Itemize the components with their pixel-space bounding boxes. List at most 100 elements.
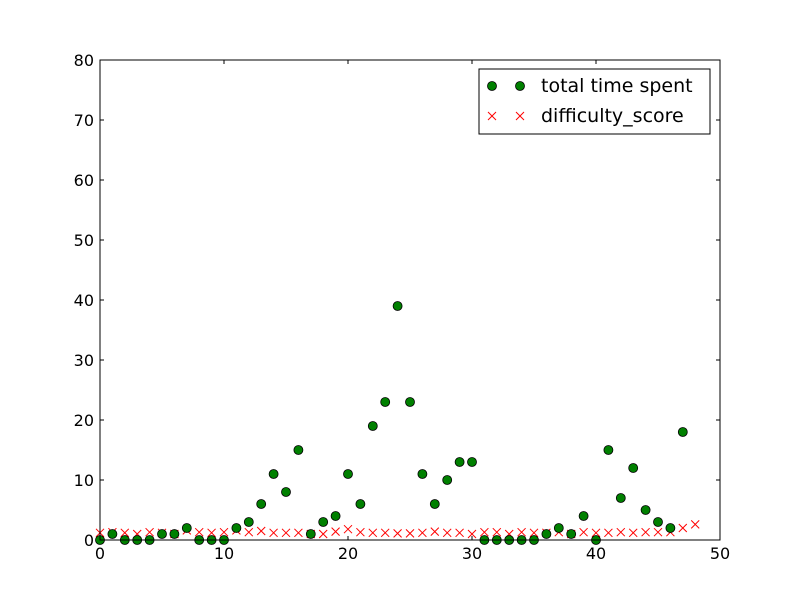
data-point (145, 527, 154, 537)
data-point (454, 457, 465, 467)
series-total-time-spent (95, 301, 688, 545)
legend: total time spent difficulty_score (478, 68, 711, 135)
x-tick-label: 50 (710, 544, 730, 563)
data-point (430, 527, 440, 536)
y-tick-label: 30 (74, 351, 94, 370)
data-point (628, 528, 638, 538)
data-point (343, 524, 353, 534)
data-point (318, 517, 329, 527)
data-point (207, 528, 216, 538)
data-point (330, 511, 341, 521)
data-point (244, 527, 254, 537)
data-point (269, 528, 278, 538)
data-point (318, 529, 328, 539)
data-point (553, 523, 564, 533)
data-point (603, 445, 614, 455)
data-point (455, 528, 464, 538)
data-point (429, 499, 440, 509)
x-tick-label: 10 (214, 544, 234, 563)
data-point (442, 528, 452, 538)
data-point (653, 527, 663, 537)
y-axis: 0 10 20 30 40 50 60 70 80 (74, 51, 720, 550)
data-point (194, 527, 204, 537)
legend-label: total time spent (541, 75, 693, 97)
data-point (355, 499, 366, 509)
data-point (380, 528, 390, 538)
data-point (579, 527, 588, 537)
data-point (405, 397, 415, 407)
x-tick-label: 30 (462, 544, 482, 563)
data-point (467, 529, 477, 539)
data-point (331, 527, 340, 536)
x-tick-label: 40 (586, 544, 606, 563)
data-point (442, 475, 453, 485)
data-point (640, 505, 651, 515)
data-point (268, 469, 279, 479)
data-point (417, 469, 428, 479)
data-point (157, 529, 167, 539)
data-point (343, 469, 353, 479)
data-point (541, 529, 552, 539)
legend-marker-x (487, 111, 497, 121)
data-point (367, 421, 378, 431)
data-point (566, 529, 577, 539)
data-point (492, 527, 502, 537)
data-point (392, 301, 403, 311)
data-point (181, 523, 192, 533)
data-point (418, 528, 427, 538)
data-point (169, 529, 180, 539)
data-point (368, 528, 378, 538)
data-point (281, 487, 291, 497)
data-point (293, 445, 304, 455)
x-tick-label: 20 (338, 544, 358, 563)
data-point (480, 527, 489, 537)
data-point (219, 527, 229, 537)
data-point (107, 529, 118, 539)
data-point (653, 517, 663, 527)
data-point (628, 463, 639, 473)
legend-entry-difficulty-score: difficulty_score (487, 105, 684, 127)
data-point (678, 523, 688, 533)
legend-marker-circle (515, 81, 525, 91)
data-point (393, 529, 402, 538)
legend-entry-total-time-spent: total time spent (487, 75, 693, 97)
data-point (641, 527, 650, 537)
data-point (578, 511, 589, 521)
data-point (604, 528, 613, 538)
legend-marker-x (515, 111, 525, 121)
data-point (615, 493, 626, 503)
data-point (467, 457, 477, 467)
data-point (243, 517, 254, 527)
data-point (591, 528, 601, 538)
y-tick-label: 70 (74, 111, 94, 130)
data-point (665, 523, 676, 533)
data-point (405, 529, 415, 538)
data-point (120, 528, 130, 538)
y-tick-label: 20 (74, 411, 94, 430)
plot-area (100, 60, 720, 540)
x-tick-label: 0 (95, 544, 105, 563)
legend-box (478, 68, 711, 135)
data-point (380, 397, 391, 407)
legend-label: difficulty_score (541, 105, 684, 127)
series-difficulty-score (95, 520, 700, 539)
data-point (305, 529, 316, 539)
plot-frame (99, 59, 721, 541)
data-point (294, 528, 303, 538)
y-tick-label: 80 (74, 51, 94, 70)
data-point (677, 427, 688, 437)
data-point (517, 527, 526, 537)
y-tick-label: 40 (74, 291, 94, 310)
x-axis: 0 10 20 30 40 50 (95, 60, 730, 563)
data-point (256, 526, 266, 536)
data-point (356, 527, 365, 537)
data-point (281, 528, 291, 538)
data-point (256, 499, 267, 509)
data-point (231, 523, 242, 533)
y-tick-label: 50 (74, 231, 94, 250)
data-point (529, 528, 539, 538)
y-tick-label: 10 (74, 471, 94, 490)
data-point (690, 520, 700, 529)
legend-marker-circle (487, 81, 497, 91)
